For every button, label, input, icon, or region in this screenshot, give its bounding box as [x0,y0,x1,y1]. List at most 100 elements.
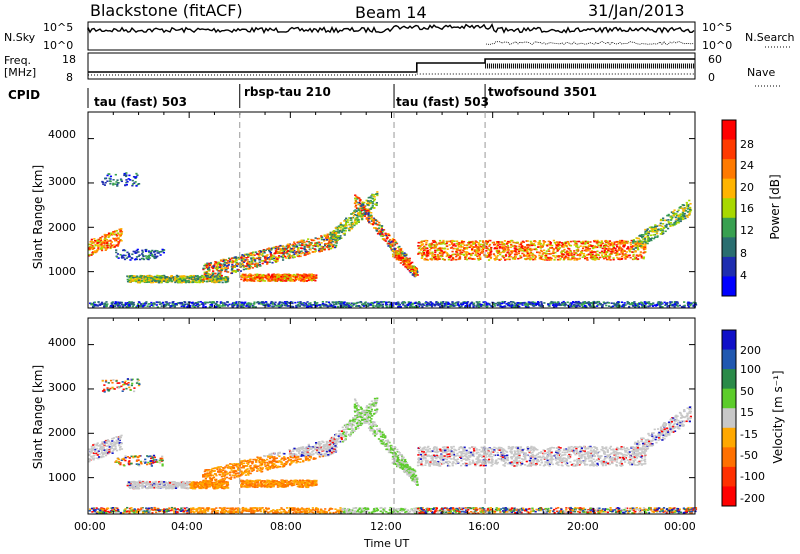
power-pixel [354,200,358,203]
power-pixel [391,241,394,243]
power-pixel [261,276,264,279]
power-pixel [115,251,118,254]
power-pixel [530,244,534,247]
power-pixel [152,305,155,307]
power-pixel [297,247,300,249]
power-pixel [321,236,324,238]
power-pixel [502,256,506,259]
power-pixel [208,280,212,283]
power-pixel [580,304,584,306]
power-pixel [605,248,608,250]
power-pixel [259,251,263,253]
power-pixel [114,239,117,242]
power-pixel [305,243,308,246]
power-pixel [425,251,429,254]
power-pixel [220,259,223,262]
power-pixel [620,251,623,253]
power-pixel [259,273,262,276]
power-pixel [247,268,250,270]
power-pixel [259,274,262,277]
power-pixel [309,279,312,281]
power-pixel [555,244,558,247]
power-pixel [573,244,576,246]
power-pixel [355,207,359,210]
power-pixel [434,251,437,254]
power-pixel [103,184,107,186]
power-pixel [472,304,475,306]
power-pixel [367,220,370,222]
power-pixel [110,244,114,247]
power-pixel [620,255,624,258]
power-pixel [251,279,254,282]
power-pixel [399,255,402,257]
power-pixel [406,261,409,264]
power-pixel [551,244,554,247]
power-pixel [334,240,337,242]
power-pixel [107,236,110,239]
power-pixel [156,279,160,282]
power-pixel [376,220,379,223]
power-pixel [172,276,175,279]
power-pixel [143,280,146,283]
power-pixel [97,238,100,241]
power-pixel [263,250,266,253]
power-pixel [540,302,543,305]
power-pixel [646,235,649,238]
power-pixel [475,241,479,243]
power-pixel [230,257,234,260]
power-pixel [257,264,260,267]
power-pixel [446,254,449,257]
power-pixel [510,252,514,254]
power-pixel [271,256,274,259]
power-pixel [265,276,268,278]
power-pixel [676,221,679,224]
power-pixel [214,267,217,269]
power-pixel [339,222,342,224]
power-pixel [212,266,215,268]
power-pixel [304,302,307,305]
power-pixel [325,238,329,241]
power-pixel [291,274,294,277]
power-pixel [94,250,97,252]
power-pixel [551,247,554,249]
power-pixel [620,257,624,260]
power-pixel [149,277,152,279]
power-pixel [465,252,468,255]
power-pixel [474,254,477,257]
power-pixel [675,304,678,307]
power-pixel [476,257,480,260]
power-pixel [418,246,421,249]
power-pixel [255,274,259,277]
cpid-segment-1: tau (fast) 503 [94,95,187,109]
power-pixel [643,251,646,253]
power-pixel [335,235,338,237]
power-pixel [103,305,106,308]
power-pixel [456,247,459,250]
power-pixel [507,240,510,243]
power-pixel [441,253,444,255]
power-pixel [212,273,215,276]
power-pixel [438,243,441,245]
power-pixel [608,247,611,250]
power-pixel [262,249,265,252]
power-pixel [113,233,116,236]
power-pixel [154,280,157,282]
power-pixel [293,253,296,256]
power-pixel [361,218,364,221]
power-pixel [153,256,156,258]
power-pixel [151,277,155,280]
power-pixel [254,278,257,281]
power-pixel [275,250,278,253]
power-pixel [404,264,407,266]
power-pixel [481,243,485,246]
power-pixel [102,240,105,243]
power-pixel [293,273,296,276]
power-pixel [569,249,572,252]
power-pixel [613,246,616,249]
power-pixel [493,247,497,250]
power-pixel [212,272,215,274]
cpid-boundaries [87,84,486,108]
power-pixel [573,305,576,308]
power-pixel [367,217,370,220]
power-pixel [605,258,609,261]
